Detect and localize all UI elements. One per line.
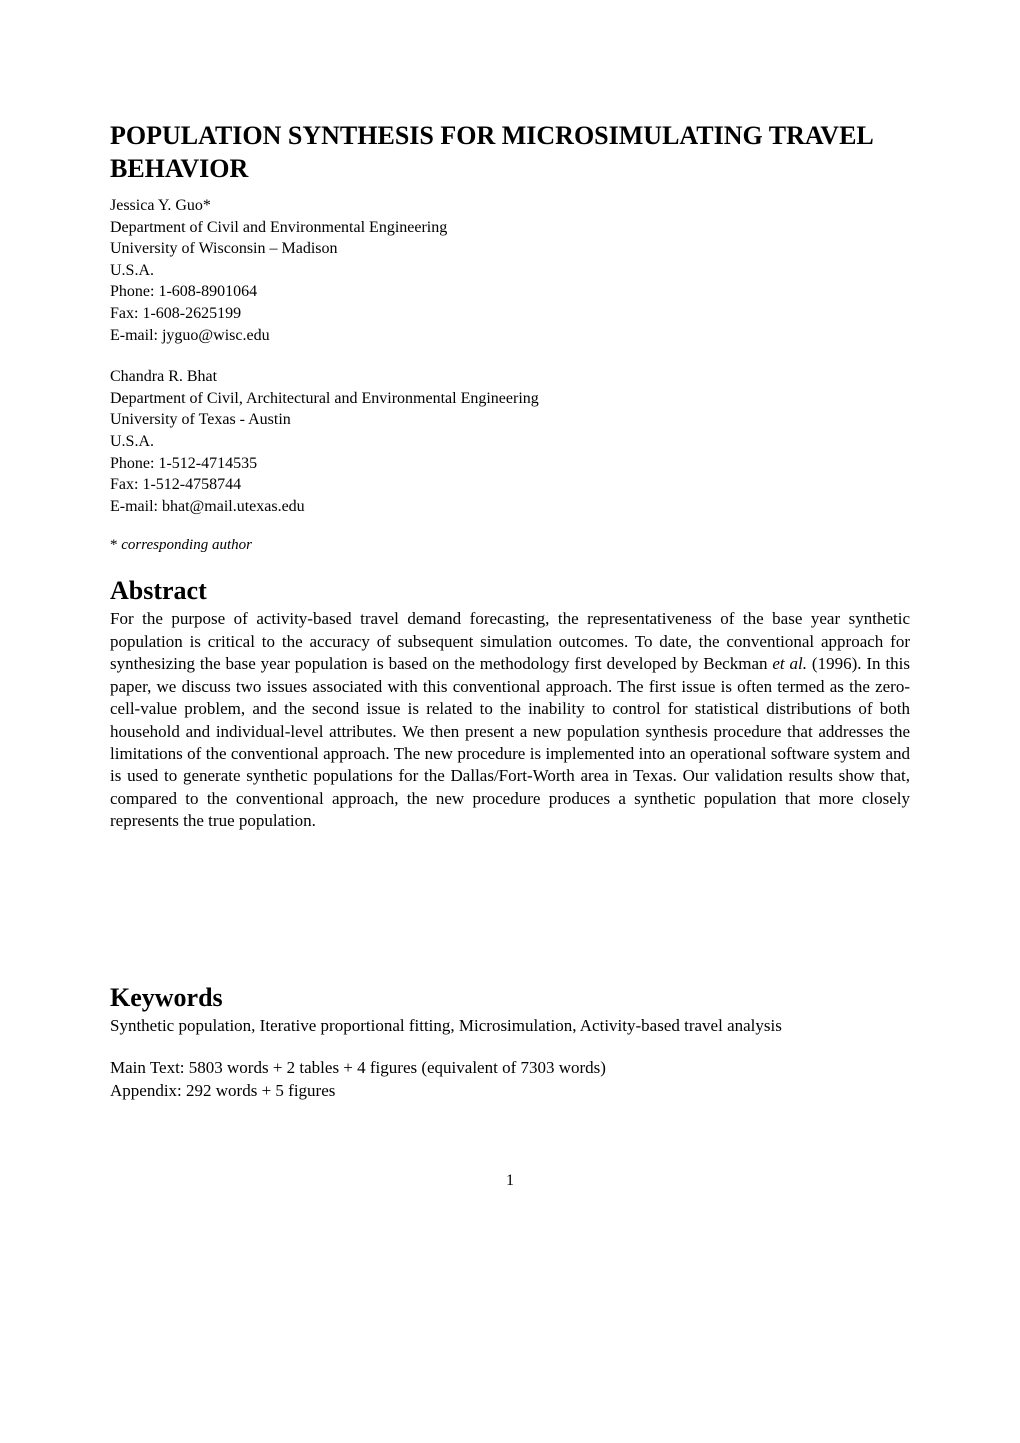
author-dept: Department of Civil, Architectural and E… xyxy=(110,388,910,410)
author-phone: Phone: 1-512-4714535 xyxy=(110,453,910,475)
corresponding-text: corresponding author xyxy=(121,537,252,553)
keywords-body: Synthetic population, Iterative proporti… xyxy=(110,1015,910,1037)
counts-line-2: Appendix: 292 words + 5 figures xyxy=(110,1080,910,1102)
author-name: Chandra R. Bhat xyxy=(110,366,910,388)
page-number: 1 xyxy=(110,1172,910,1190)
counts-line-1: Main Text: 5803 words + 2 tables + 4 fig… xyxy=(110,1057,910,1079)
author-email: E-mail: bhat@mail.utexas.edu xyxy=(110,496,910,518)
author-dept: Department of Civil and Environmental En… xyxy=(110,217,910,239)
corresponding-author-note: * corresponding author xyxy=(110,537,910,554)
author-phone: Phone: 1-608-8901064 xyxy=(110,281,910,303)
abstract-heading: Abstract xyxy=(110,576,910,606)
author-univ: University of Texas - Austin xyxy=(110,409,910,431)
abstract-italic: et al. xyxy=(772,654,807,673)
author-block-1: Jessica Y. Guo* Department of Civil and … xyxy=(110,195,910,346)
author-name: Jessica Y. Guo* xyxy=(110,195,910,217)
paper-title: POPULATION SYNTHESIS FOR MICROSIMULATING… xyxy=(110,120,910,185)
author-email: E-mail: jyguo@wisc.edu xyxy=(110,325,910,347)
author-univ: University of Wisconsin – Madison xyxy=(110,238,910,260)
keywords-heading: Keywords xyxy=(110,983,910,1013)
word-counts: Main Text: 5803 words + 2 tables + 4 fig… xyxy=(110,1057,910,1102)
author-fax: Fax: 1-608-2625199 xyxy=(110,303,910,325)
author-country: U.S.A. xyxy=(110,260,910,282)
author-fax: Fax: 1-512-4758744 xyxy=(110,474,910,496)
abstract-post: (1996). In this paper, we discuss two is… xyxy=(110,654,910,830)
author-country: U.S.A. xyxy=(110,431,910,453)
corresponding-prefix: * xyxy=(110,537,121,553)
abstract-body: For the purpose of activity-based travel… xyxy=(110,608,910,832)
author-block-2: Chandra R. Bhat Department of Civil, Arc… xyxy=(110,366,910,517)
